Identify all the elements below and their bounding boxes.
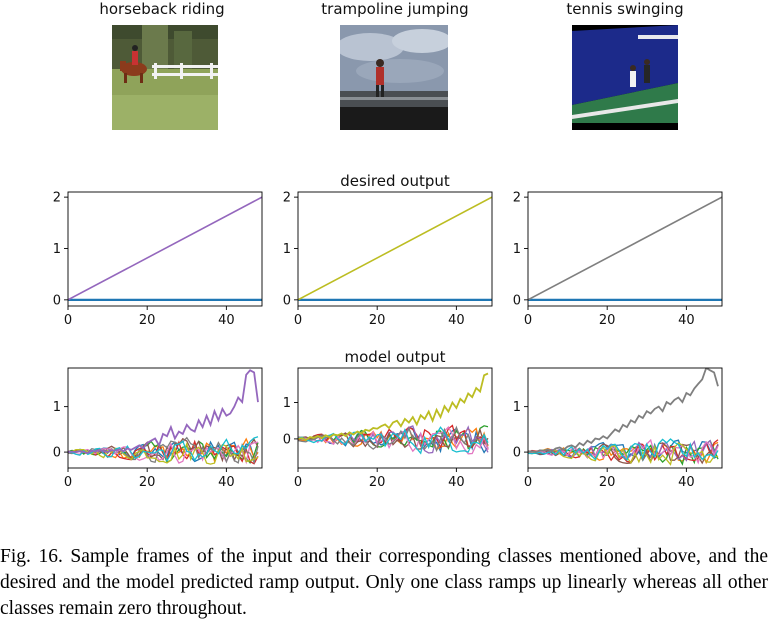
x-tick-label: 0 <box>64 475 72 490</box>
y-tick-label: 1 <box>283 242 291 257</box>
x-tick-label: 20 <box>599 475 616 490</box>
series-line-ramp <box>298 196 492 301</box>
x-tick-label: 40 <box>678 475 695 490</box>
series-group <box>528 196 722 301</box>
x-tick-label: 20 <box>139 313 156 328</box>
series-line-noise-7 <box>68 441 259 465</box>
series-group <box>528 368 719 466</box>
chart-model-2: 0 20 40 0 1 model output <box>283 348 493 490</box>
frame-title-horseback: horseback riding <box>99 0 225 18</box>
x-tick-label: 40 <box>448 313 465 328</box>
figure-caption: Fig. 16. Sample frames of the input and … <box>0 546 768 619</box>
axes-frame <box>297 191 493 307</box>
y-tick-label: 2 <box>53 191 61 206</box>
y-tick-label: 1 <box>53 400 61 415</box>
chart-model-1: 0 20 40 0 1 <box>53 367 263 490</box>
axes-frame <box>67 367 263 469</box>
series-line-noise-7 <box>528 442 719 466</box>
y-tick-label: 1 <box>513 400 521 415</box>
series-line-target <box>68 369 259 454</box>
series-group <box>298 372 489 455</box>
series-line-noise-8 <box>68 436 259 463</box>
series-line-noise-6 <box>68 436 259 465</box>
series-line-ramp <box>528 196 722 301</box>
chart-model-3: 0 20 40 0 1 <box>513 367 723 490</box>
y-tick-label: 0 <box>513 293 521 308</box>
x-tick-label: 20 <box>139 475 156 490</box>
series-group <box>68 196 262 301</box>
y-tick-label: 0 <box>283 293 291 308</box>
x-tick-label: 40 <box>218 313 235 328</box>
chart-desired-3: 0 20 40 0 1 2 <box>513 191 723 328</box>
y-tick-label: 0 <box>53 293 61 308</box>
y-tick-label: 2 <box>513 191 521 206</box>
x-tick-label: 0 <box>524 475 532 490</box>
x-tick-label: 20 <box>599 313 616 328</box>
axes-frame <box>527 191 723 307</box>
series-group <box>68 369 259 465</box>
series-group <box>298 196 492 301</box>
y-tick-label: 2 <box>283 191 291 206</box>
y-tick-label: 1 <box>283 396 291 411</box>
chart-title: desired output <box>340 172 450 190</box>
x-tick-label: 0 <box>294 475 302 490</box>
x-tick-label: 0 <box>524 313 532 328</box>
series-line-noise-8 <box>528 438 719 461</box>
y-tick-label: 1 <box>513 242 521 257</box>
x-tick-label: 0 <box>294 313 302 328</box>
x-tick-label: 40 <box>678 313 695 328</box>
series-line-noise-6 <box>298 426 489 455</box>
y-tick-label: 1 <box>53 242 61 257</box>
frame-title-trampoline: trampoline jumping <box>321 0 469 18</box>
frame-image-tennis <box>572 25 678 130</box>
x-tick-label: 40 <box>448 475 465 490</box>
x-tick-label: 40 <box>218 475 235 490</box>
axes-frame <box>297 367 493 469</box>
frame-title-tennis: tennis swinging <box>566 0 684 18</box>
chart-title: model output <box>345 348 446 366</box>
x-tick-label: 20 <box>369 313 386 328</box>
x-tick-label: 0 <box>64 313 72 328</box>
chart-desired-1: 0 20 40 0 1 2 <box>53 191 263 328</box>
y-tick-label: 0 <box>283 432 291 447</box>
series-line-noise-8 <box>298 426 489 455</box>
series-line-target <box>528 368 719 454</box>
frame-image-horseback <box>112 25 218 130</box>
x-tick-label: 20 <box>369 475 386 490</box>
frame-image-trampoline <box>340 25 448 130</box>
series-line-target <box>298 372 489 442</box>
axes-frame <box>527 367 723 469</box>
series-line-ramp <box>68 196 262 301</box>
y-tick-label: 0 <box>53 446 61 461</box>
axes-frame <box>67 191 263 307</box>
chart-desired-2: 0 20 40 0 1 2 desired output <box>283 172 493 328</box>
y-tick-label: 0 <box>513 446 521 461</box>
